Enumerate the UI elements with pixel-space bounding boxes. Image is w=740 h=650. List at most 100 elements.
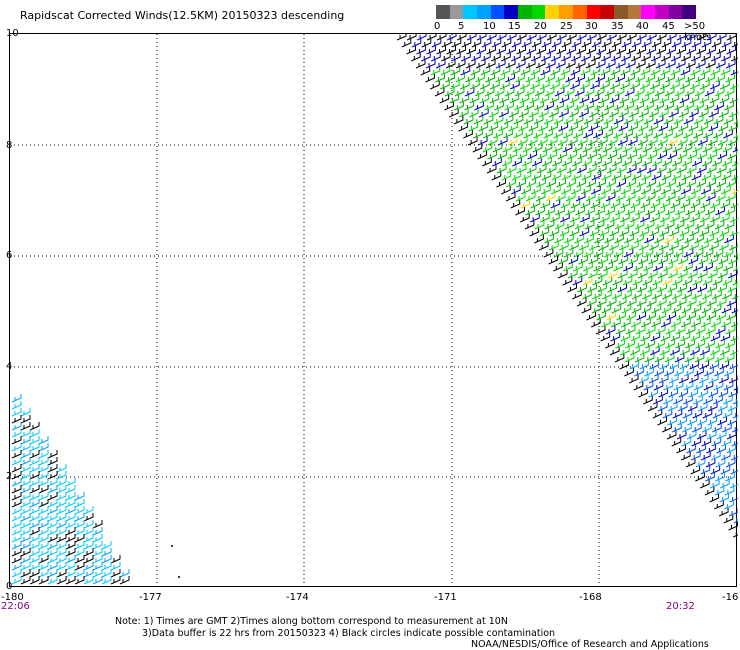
wind-barb	[47, 527, 58, 536]
wind-barb	[680, 81, 690, 90]
wind-barb	[533, 116, 544, 125]
wind-barb	[710, 67, 721, 76]
wind-barb	[641, 53, 651, 62]
wind-barb	[665, 340, 675, 349]
wind-barb	[29, 520, 40, 529]
wind-barb	[652, 277, 663, 286]
wind-barb	[595, 326, 606, 335]
wind-barb	[496, 46, 507, 55]
wind-barb	[582, 144, 593, 153]
wind-barb	[727, 270, 738, 279]
wind-barb	[587, 151, 598, 160]
wind-barb	[38, 562, 49, 571]
wind-barb	[20, 464, 31, 473]
wind-barb	[571, 172, 582, 181]
wind-barb	[616, 312, 626, 321]
wind-barb	[484, 88, 495, 97]
y-axis-label: 6	[6, 250, 13, 261]
wind-barb	[20, 457, 31, 466]
wind-barb	[560, 81, 570, 90]
wind-barb	[589, 214, 600, 223]
wind-barb	[65, 506, 76, 515]
wind-barb	[613, 263, 623, 272]
wind-barb	[564, 221, 575, 230]
wind-barb	[549, 95, 560, 104]
wind-barb	[713, 396, 723, 405]
wind-barb	[468, 109, 479, 118]
wind-barb	[687, 284, 698, 293]
wind-barb	[556, 179, 566, 188]
wind-barb	[669, 95, 680, 104]
wind-barb	[586, 46, 597, 55]
wind-barb	[47, 569, 58, 578]
wind-barb	[549, 214, 560, 223]
wind-barb	[20, 422, 31, 431]
wind-barb	[47, 457, 58, 466]
wind-barb	[56, 534, 67, 543]
wind-barb	[11, 541, 22, 550]
possible-contamination-dot	[171, 545, 173, 547]
wind-barb	[11, 422, 22, 431]
wind-barb	[705, 473, 715, 482]
wind-barb	[696, 179, 706, 188]
wind-barb	[679, 347, 690, 356]
wind-barb	[700, 466, 711, 475]
wind-barb	[665, 207, 675, 216]
wind-barb	[703, 263, 713, 272]
wind-barb	[668, 109, 679, 118]
wind-barb	[706, 179, 716, 188]
wind-barb	[439, 95, 450, 104]
wind-barb	[587, 137, 598, 146]
wind-barb	[38, 506, 49, 515]
wind-barb	[65, 513, 76, 522]
wind-barb	[663, 263, 673, 272]
wind-barb	[38, 492, 49, 501]
wind-barb	[455, 60, 466, 69]
wind-barb	[572, 277, 583, 286]
wind-barb	[724, 501, 734, 510]
wind-barb	[648, 375, 659, 384]
wind-barb	[733, 119, 738, 125]
wind-barb	[11, 436, 22, 445]
legend-tick: 25	[560, 21, 573, 32]
wind-barb	[29, 541, 40, 550]
wind-barb	[673, 249, 684, 258]
wind-barb	[83, 513, 94, 522]
wind-barb	[713, 130, 723, 139]
wind-barb	[671, 39, 682, 48]
wind-barb	[56, 513, 67, 522]
legend-swatch	[463, 5, 478, 19]
wind-barb	[505, 74, 515, 83]
wind-barb	[11, 562, 22, 571]
wind-barb	[666, 179, 676, 188]
wind-barb	[529, 214, 540, 223]
wind-barb	[717, 284, 728, 293]
wind-barb	[725, 193, 736, 202]
wind-barb	[607, 270, 618, 279]
wind-barb	[616, 298, 627, 307]
wind-barb	[636, 46, 647, 55]
wind-barb	[586, 34, 597, 41]
wind-barb	[685, 207, 695, 216]
wind-barb	[638, 109, 649, 118]
wind-barb	[631, 53, 641, 62]
wind-barb	[56, 492, 67, 501]
wind-barb	[576, 179, 586, 188]
wind-barb	[29, 534, 40, 543]
wind-barb	[47, 541, 58, 550]
wind-barb	[636, 298, 647, 307]
wind-barb	[74, 562, 85, 571]
wind-barb	[721, 39, 732, 48]
wind-barb	[668, 242, 679, 251]
wind-barb	[668, 123, 679, 132]
wind-barb	[607, 137, 618, 146]
wind-barb	[733, 133, 738, 139]
wind-barb	[592, 158, 602, 167]
wind-barb	[74, 499, 85, 508]
wind-barb	[671, 186, 681, 195]
wind-barb	[471, 53, 481, 62]
wind-barb	[634, 221, 645, 230]
wind-barb	[472, 144, 483, 153]
wind-barb	[529, 228, 540, 237]
wind-barb	[624, 88, 635, 97]
